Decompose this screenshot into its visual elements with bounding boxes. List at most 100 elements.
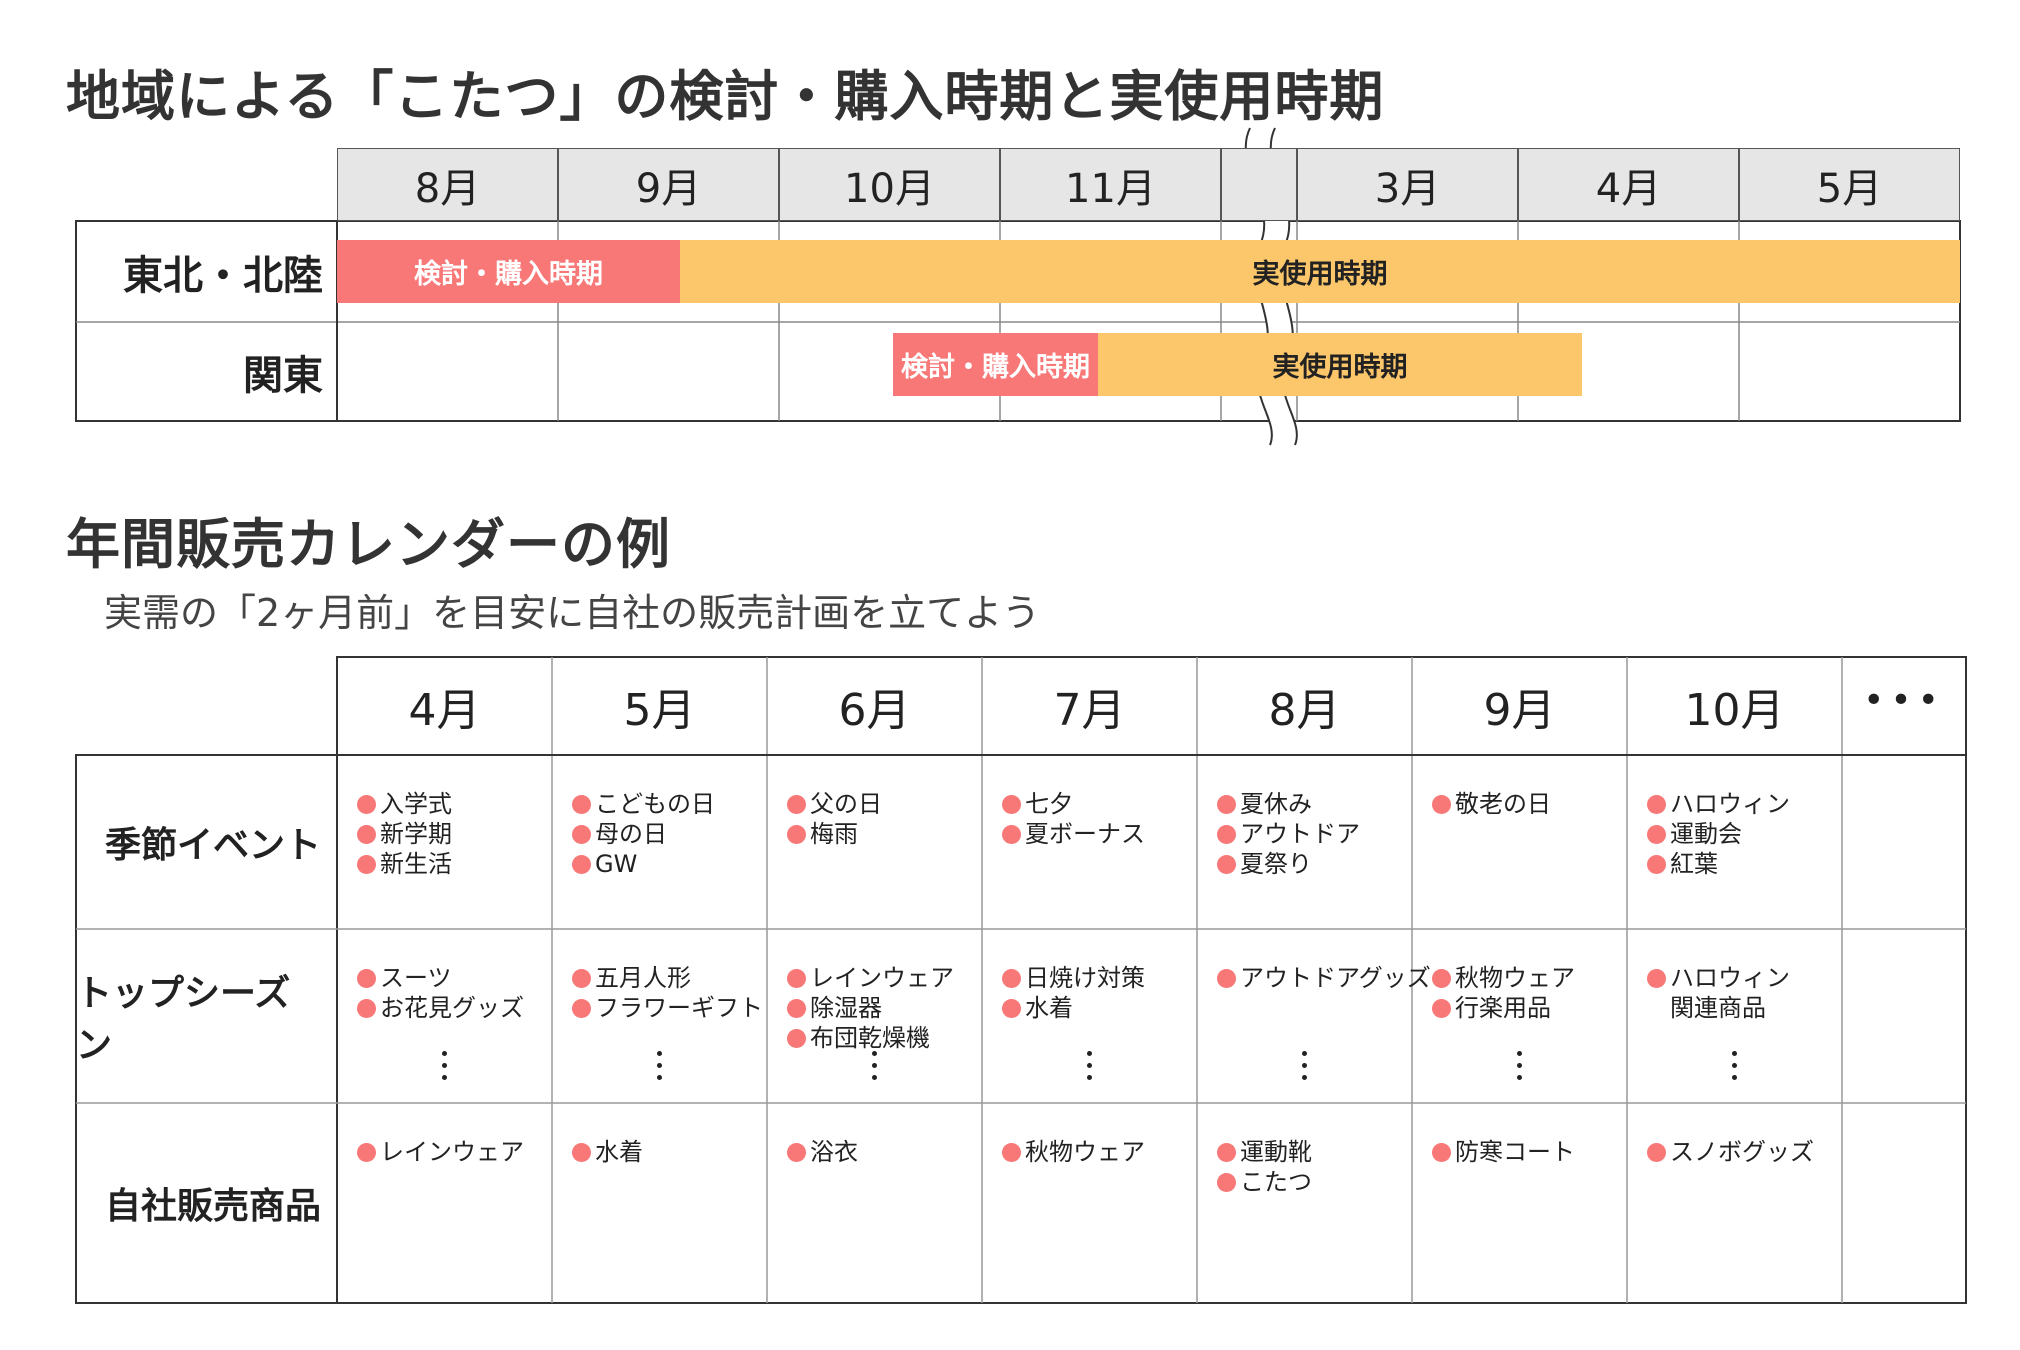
calendar-item: 五月人形 [572,963,763,993]
calendar-item: 敬老の日 [1432,789,1551,819]
calendar-item: スノボグッズ [1647,1137,1814,1167]
timeline-month-header: 3月 [1297,148,1518,221]
calendar-item: 梅雨 [787,819,882,849]
bullet-dot-icon [1217,1172,1236,1192]
dot [656,1051,662,1056]
calendar-cell: 浴衣 [787,1137,858,1167]
calendar-item: 水着 [572,1137,643,1167]
calendar-cell: スーツ お花見グッズ [357,963,524,1023]
calendar-cell: 夏休み アウトドア 夏祭り [1217,789,1360,879]
calendar-cell: レインウェア [357,1137,524,1167]
calendar-item-label: 新学期 [380,820,452,848]
bullet-dot-icon [1432,998,1451,1018]
calendar-item-label: ハロウィン [1670,790,1790,818]
calendar-item-label: 七夕 [1025,790,1073,818]
bullet-dot-icon [787,794,806,814]
calendar-cell: 敬老の日 [1432,789,1551,819]
calendar-cell: ハロウィン 運動会 紅葉 [1647,789,1790,879]
bullet-dot-icon [357,998,376,1018]
calendar-item: 運動靴 [1217,1137,1312,1167]
bullet-dot-icon [1432,1142,1451,1162]
calendar-month-header: ••• [1863,679,1945,721]
calendar-item: 秋物ウェア [1002,1137,1145,1167]
calendar-item-label: 水着 [1025,994,1073,1022]
calendar-item: 七夕 [1002,789,1145,819]
calendar-item-label: お花見グッズ [380,994,524,1022]
bullet-dot-icon [572,1142,591,1162]
bullet-dot-icon [1647,854,1666,874]
calendar-cell: 運動靴 こたつ [1217,1137,1312,1197]
bullet-dot-icon [1217,1142,1236,1162]
calendar-item-label: こたつ [1240,1168,1312,1196]
timeline-border [75,220,1961,422]
dot [1731,1063,1737,1068]
calendar-item: フラワーギフト [572,993,763,1023]
calendar-item: アウトドアグッズ [1217,963,1431,993]
calendar-cell: スノボグッズ [1647,1137,1814,1167]
bullet-dot-icon [1432,968,1451,988]
calendar-item: ハロウィン [1647,963,1790,993]
timeline-bar-consider-purchase: 検討・購入時期 [893,333,1098,396]
calendar-item: 紅葉 [1647,849,1790,879]
calendar-item: アウトドア [1217,819,1360,849]
calendar-month-header: 8月 [1268,685,1341,736]
calendar-cell: 五月人形 フラワーギフト [572,963,763,1023]
calendar-item-label: レインウェア [810,964,954,992]
calendar-item: 新学期 [357,819,452,849]
calendar-month-header: 5月 [623,685,696,736]
calendar-item-label: 秋物ウェア [1025,1138,1145,1166]
calendar-item-label: フラワーギフト [595,994,763,1022]
bullet-dot-icon [357,1142,376,1162]
dot [1301,1051,1307,1056]
calendar-row-label: 自社販売商品 [104,1186,321,1227]
section2-title: 年間販売カレンダーの例 [66,513,671,576]
calendar-item-label: 関連商品 [1670,994,1766,1022]
bullet-dot-icon [1002,968,1021,988]
bullet-dot-icon [1217,854,1236,874]
calendar-item-label: 運動会 [1670,820,1742,848]
calendar-item: 浴衣 [787,1137,858,1167]
calendar-item-label: 水着 [595,1138,643,1166]
calendar-item: スーツ [357,963,524,993]
calendar-month-header: 10月 [1684,685,1785,736]
calendar-item-label: 梅雨 [810,820,858,848]
bullet-dot-icon [787,968,806,988]
bullet-dot-icon [1217,824,1236,844]
timeline-month-header: 9月 [558,148,779,221]
calendar-month-header: 9月 [1483,685,1556,736]
dot [1086,1063,1092,1068]
calendar-month-header: 6月 [838,685,911,736]
dot [441,1063,447,1068]
calendar-item-label: レインウェア [380,1138,524,1166]
bullet-dot-icon [357,854,376,874]
bullet-dot-icon [1002,824,1021,844]
calendar-item-label: 運動靴 [1240,1138,1312,1166]
bullet-dot-icon [572,854,591,874]
calendar-item: 夏祭り [1217,849,1360,879]
dot [1516,1075,1522,1080]
calendar-item: レインウェア [787,963,954,993]
more-items-icon [871,1051,878,1087]
calendar-item: 運動会 [1647,819,1790,849]
dot [1516,1051,1522,1056]
dot [1516,1063,1522,1068]
calendar-item: お花見グッズ [357,993,524,1023]
timeline-row-label: 東北・北陸 [123,252,323,299]
bullet-dot-icon [1647,794,1666,814]
calendar-item: 秋物ウェア [1432,963,1575,993]
bullet-dot-icon [572,824,591,844]
dot [656,1063,662,1068]
calendar-item-label: 新生活 [380,850,452,878]
dot [441,1051,447,1056]
calendar-cell: 秋物ウェア 行楽用品 [1432,963,1575,1023]
calendar-item: 父の日 [787,789,882,819]
calendar-item: ハロウィン [1647,789,1790,819]
calendar-item-label: 除湿器 [810,994,882,1022]
more-items-icon [656,1051,663,1087]
calendar-item: 夏休み [1217,789,1360,819]
dot [1086,1051,1092,1056]
bullet-dot-icon [1002,1142,1021,1162]
calendar-cell: 防寒コート [1432,1137,1575,1167]
calendar-item-label: 五月人形 [595,964,691,992]
calendar-item-label: 日焼け対策 [1025,964,1145,992]
